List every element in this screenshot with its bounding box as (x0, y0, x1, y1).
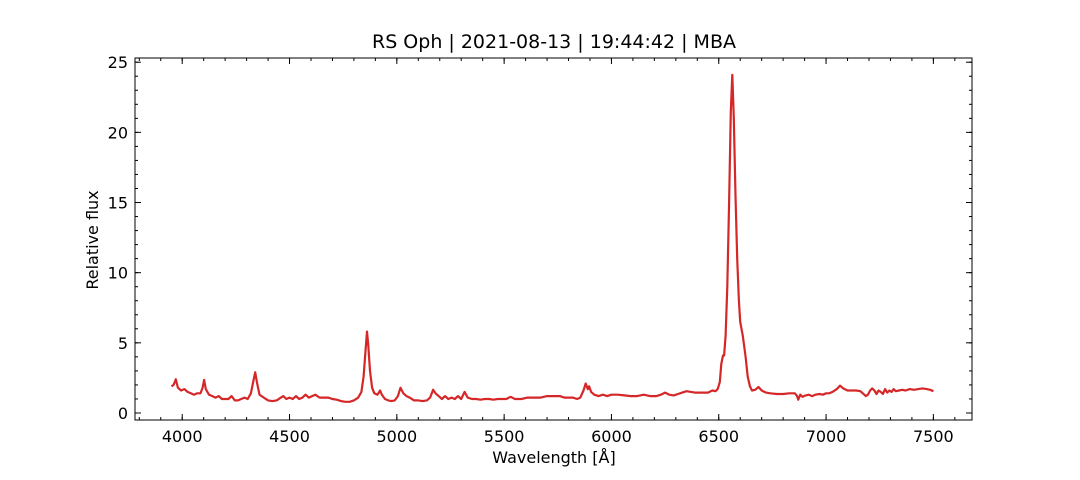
y-tick-label: 25 (108, 53, 128, 72)
x-tick-label: 7500 (913, 427, 954, 446)
y-tick-label: 10 (108, 264, 128, 283)
x-axis-ticks: 4000 4500 5000 5500 6000 6500 7000 7500 (138, 58, 956, 446)
x-tick-label: 6000 (591, 427, 632, 446)
x-tick-label: 7000 (806, 427, 847, 446)
x-axis-label: Wavelength [Å] (492, 448, 615, 467)
flux-series-line (170, 73, 934, 403)
y-tick-label: 5 (118, 334, 128, 353)
x-tick-label: 4500 (269, 427, 310, 446)
x-tick-label: 5000 (376, 427, 417, 446)
y-tick-label: 20 (108, 123, 128, 142)
chart-title: RS Oph | 2021-08-13 | 19:44:42 | MBA (372, 31, 736, 53)
x-tick-label: 6500 (698, 427, 739, 446)
y-axis-ticks: 0 5 10 15 20 25 (108, 53, 972, 423)
y-axis-label: Relative flux (83, 190, 102, 289)
x-tick-label: 5500 (484, 427, 525, 446)
x-tick-label: 4000 (162, 427, 203, 446)
y-tick-label: 0 (118, 404, 128, 423)
y-tick-label: 15 (108, 194, 128, 213)
plot-frame (134, 57, 973, 421)
